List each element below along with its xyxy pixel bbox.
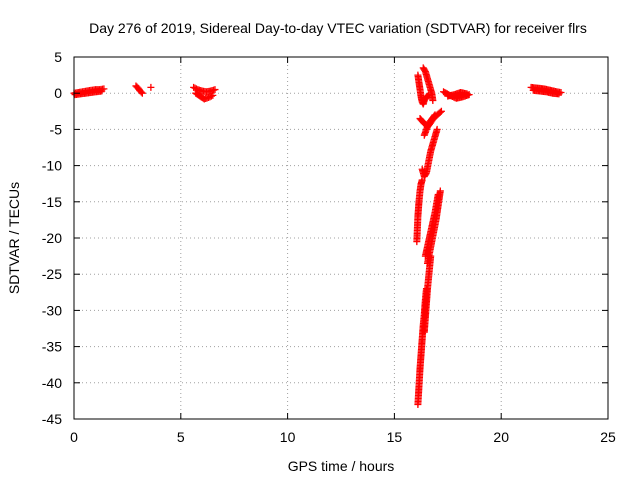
y-tick-label: 0 [54,85,62,101]
data-point [437,107,445,115]
data-point [431,111,439,119]
data-point [555,90,563,98]
y-tick-label: -40 [42,375,62,391]
data-point [436,108,444,116]
x-tick-label: 25 [600,429,616,445]
data-point [207,92,215,100]
data-point [98,87,106,95]
data-points [70,64,565,409]
data-point [418,176,426,184]
y-tick-label: -30 [42,302,62,318]
data-point [209,91,217,99]
data-point [147,83,155,91]
data-point [422,285,430,293]
x-tick-label: 5 [177,429,185,445]
x-tick-labels: 0 5 10 15 20 25 [70,429,616,445]
y-tick-label: -15 [42,194,62,210]
data-point [429,96,437,104]
data-point [430,112,438,120]
x-tick-label: 0 [70,429,78,445]
y-tick-label: -20 [42,230,62,246]
data-point [138,89,146,97]
y-tick-label: -45 [42,411,62,427]
y-tick-label: 5 [54,49,62,65]
y-tick-labels: 5 0 -5 -10 -15 -20 -25 -30 -35 -40 -45 [42,49,62,427]
x-tick-label: 20 [493,429,509,445]
grid-lines [74,57,608,419]
x-tick-label: 10 [280,429,296,445]
data-point [436,187,444,195]
data-point [463,90,471,98]
axis-ticks [73,56,609,420]
x-axis-label: GPS time / hours [288,458,395,474]
y-tick-label: -25 [42,266,62,282]
data-point [433,125,441,133]
y-tick-label: -10 [42,158,62,174]
x-tick-label: 15 [387,429,403,445]
data-point [427,252,435,260]
data-point [137,88,145,96]
data-point [211,86,219,94]
data-point [434,191,442,199]
y-tick-label: -35 [42,339,62,355]
y-axis-label: SDTVAR / TECUs [6,182,22,294]
chart-title: Day 276 of 2019, Sidereal Day-to-day VTE… [89,20,587,36]
y-tick-label: -5 [50,121,63,137]
